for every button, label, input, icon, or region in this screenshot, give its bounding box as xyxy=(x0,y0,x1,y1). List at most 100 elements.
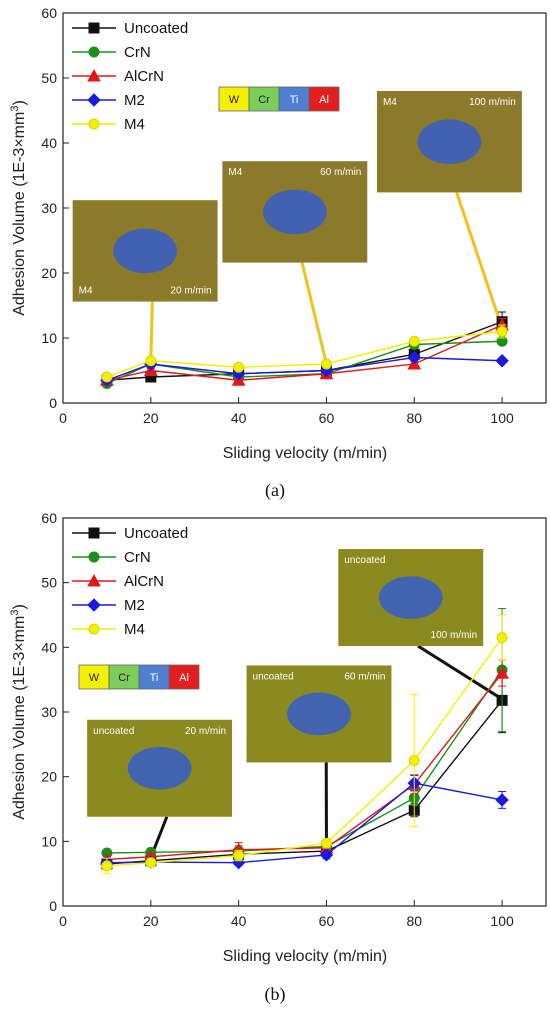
inset-label-velocity: 60 m/min xyxy=(320,167,361,178)
y-tick-label: 40 xyxy=(41,135,57,151)
inset-micrograph: M4 20 m/min xyxy=(72,200,218,361)
x-axis-label: Sliding velocity (m/min) xyxy=(223,445,387,462)
x-tick-label: 60 xyxy=(319,913,335,929)
y-tick-label: 60 xyxy=(41,510,57,526)
inset-label-sample: uncoated xyxy=(93,726,134,737)
inset-label-sample: uncoated xyxy=(253,671,294,682)
data-point xyxy=(101,371,113,383)
legend: Uncoated CrN AlCrN M2 M4 xyxy=(72,525,188,638)
inset-micrograph: M4 100 m/min xyxy=(376,91,522,329)
data-point xyxy=(101,860,113,872)
series-m4 xyxy=(101,324,508,383)
element-swatch xyxy=(108,664,140,690)
data-point xyxy=(496,326,508,337)
y-tick-label: 60 xyxy=(41,5,57,21)
element-label: Al xyxy=(319,94,329,106)
y-tick-label: 50 xyxy=(41,70,57,86)
inset-label-sample: M4 xyxy=(79,286,93,297)
inset-pointer-line xyxy=(417,644,503,701)
element-label: Cr xyxy=(118,672,130,684)
series-line xyxy=(106,699,503,865)
element-label: Cr xyxy=(258,94,270,106)
data-point xyxy=(496,632,508,644)
adhesion-region xyxy=(417,119,482,165)
inset-label-sample: uncoated xyxy=(344,555,385,566)
element-swatch xyxy=(168,664,200,690)
inset-label-sample: M4 xyxy=(228,167,242,178)
y-tick-label: 30 xyxy=(41,704,57,720)
panel-label: (a) xyxy=(265,480,285,501)
element-color-key: W Cr Ti Al xyxy=(78,664,200,690)
element-swatch xyxy=(218,86,250,112)
data-point xyxy=(319,848,334,862)
inset-label-velocity: 60 m/min xyxy=(344,671,385,682)
legend-marker xyxy=(88,527,100,539)
element-swatch xyxy=(138,664,170,690)
inset-label-sample: M4 xyxy=(383,97,397,108)
adhesion-region xyxy=(127,746,192,790)
legend-entry: M2 xyxy=(124,597,145,614)
data-point xyxy=(233,361,245,373)
y-tick-label: 40 xyxy=(41,639,57,655)
data-point xyxy=(320,358,332,370)
legend-marker xyxy=(87,68,101,82)
data-point xyxy=(495,354,509,368)
legend-entry: AlCrN xyxy=(124,573,164,590)
series-line xyxy=(106,782,503,864)
y-tick-label: 50 xyxy=(41,575,57,591)
legend-marker xyxy=(88,46,100,58)
legend-entry: M2 xyxy=(124,92,145,109)
element-label: Ti xyxy=(290,94,299,106)
inset-pointer-line xyxy=(149,301,154,361)
legend-entry: Uncoated xyxy=(124,525,188,542)
element-label: Ti xyxy=(150,672,159,684)
legend: Uncoated CrN AlCrN M2 M4 xyxy=(72,20,188,133)
inset-pointer-line xyxy=(455,191,504,329)
x-tick-label: 80 xyxy=(406,913,422,929)
chart-a: M4 20 m/min M4 60 m/min M4 100 m/min 0 10 20 30 4… xyxy=(9,5,547,501)
x-tick-label: 100 xyxy=(490,410,514,426)
legend-marker xyxy=(88,22,100,34)
legend-entry: M4 xyxy=(124,116,145,133)
x-tick-label: 40 xyxy=(231,913,247,929)
series-m2 xyxy=(100,350,509,387)
element-label: W xyxy=(229,94,240,106)
adhesion-region xyxy=(378,576,443,619)
data-point xyxy=(495,666,509,679)
legend-marker xyxy=(88,623,100,635)
inset-label-velocity: 100 m/min xyxy=(431,630,478,641)
legend-marker xyxy=(87,573,101,587)
data-point xyxy=(320,837,332,849)
legend-marker xyxy=(88,551,100,563)
data-point xyxy=(408,755,420,766)
data-point xyxy=(495,793,509,807)
inset-micrograph: uncoated 100 m/min xyxy=(338,549,503,701)
x-axis-label: Sliding velocity (m/min) xyxy=(223,948,387,965)
inset-label-velocity: 20 m/min xyxy=(170,286,211,297)
legend-entry: CrN xyxy=(124,44,151,61)
y-tick-label: 0 xyxy=(49,898,57,914)
legend-entry: CrN xyxy=(124,549,151,566)
legend-marker xyxy=(87,93,101,107)
legend-entry: AlCrN xyxy=(124,68,164,85)
series-alcrn xyxy=(100,317,509,386)
series-line xyxy=(106,637,503,867)
series-m4 xyxy=(101,614,508,875)
series-crn xyxy=(101,335,508,389)
x-tick-label: 0 xyxy=(59,410,67,426)
data-point xyxy=(407,350,421,365)
x-tick-label: 0 xyxy=(59,913,67,929)
series-line xyxy=(106,356,503,381)
x-tick-label: 20 xyxy=(143,410,159,426)
inset-micrograph: uncoated 60 m/min xyxy=(246,665,392,848)
element-label: W xyxy=(89,672,100,684)
adhesion-region xyxy=(287,692,351,736)
legend-marker xyxy=(87,598,101,612)
series-line xyxy=(106,330,503,378)
data-point xyxy=(145,355,157,367)
y-tick-label: 10 xyxy=(41,833,57,849)
y-tick-label: 20 xyxy=(41,769,57,785)
y-tick-label: 0 xyxy=(49,395,57,411)
x-tick-label: 40 xyxy=(231,410,247,426)
